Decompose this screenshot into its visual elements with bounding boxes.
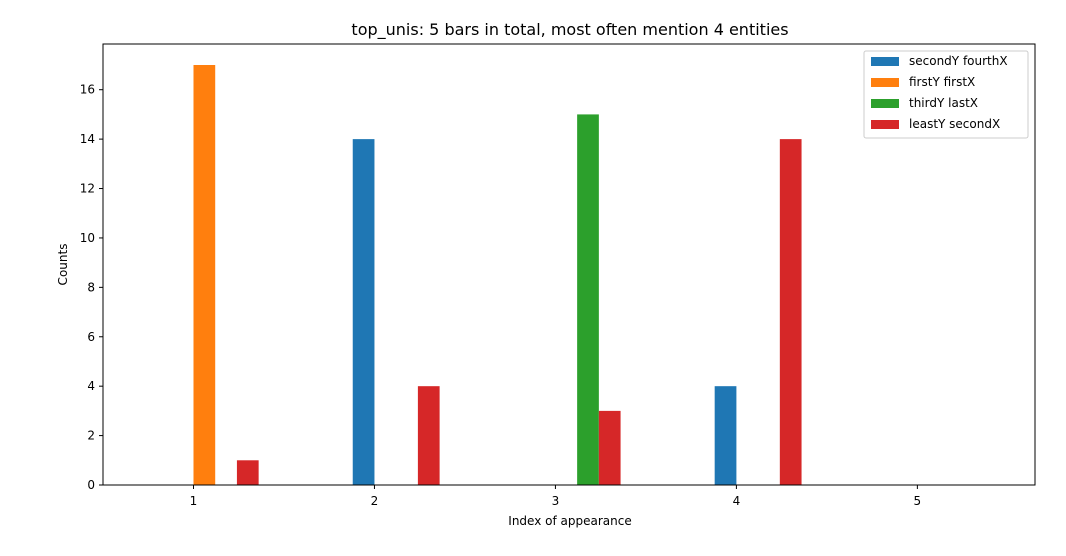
bar-leasty-secondx-1 <box>236 460 259 485</box>
bar-leasty-secondx-2 <box>417 386 440 485</box>
bar-secondy-fourthx-2 <box>352 139 375 485</box>
y-tick-label: 0 <box>87 478 95 492</box>
y-axis-label: Counts <box>56 244 70 286</box>
y-tick-label: 12 <box>80 182 95 196</box>
legend-swatch <box>871 78 899 87</box>
legend-entry: leastY secondX <box>909 117 1000 131</box>
legend-entry: firstY firstX <box>909 75 975 89</box>
legend-box <box>863 50 1029 139</box>
chart-title: top_unis: 5 bars in total, most often me… <box>351 20 788 40</box>
bar-firsty-firstx-1 <box>193 65 216 485</box>
x-tick-label: 2 <box>371 494 379 508</box>
x-tick-label: 3 <box>552 494 560 508</box>
bars-group <box>193 65 802 485</box>
bar-secondy-fourthx-4 <box>714 386 737 485</box>
y-tick-label: 14 <box>80 132 95 146</box>
y-tick-label: 6 <box>87 330 95 344</box>
x-axis-label: Index of appearance <box>508 514 631 528</box>
plot-frame <box>102 43 1036 486</box>
bar-thirdy-lastx-3 <box>577 114 599 485</box>
legend-swatch <box>871 57 899 66</box>
y-tick-label: 16 <box>80 83 95 97</box>
y-tick-label: 2 <box>87 429 95 443</box>
legend-entry: thirdY lastX <box>909 96 978 110</box>
legend-swatch <box>871 99 899 108</box>
bar-leasty-secondx-3 <box>598 410 621 485</box>
legend: secondY fourthX firstY firstX thirdY lastX… <box>863 50 1029 139</box>
y-axis-ticks: 0 2 4 6 8 10 12 14 16 <box>80 83 103 492</box>
legend-swatch <box>871 120 899 129</box>
x-tick-label: 5 <box>914 494 922 508</box>
x-tick-label: 1 <box>190 494 198 508</box>
x-axis-ticks: 1 2 3 4 5 <box>190 485 922 508</box>
y-tick-label: 4 <box>87 379 95 393</box>
y-tick-label: 8 <box>87 280 95 294</box>
legend-entry: secondY fourthX <box>909 54 1008 68</box>
bar-leasty-secondx-4 <box>779 139 802 485</box>
y-tick-label: 10 <box>80 231 95 245</box>
x-tick-label: 4 <box>733 494 741 508</box>
